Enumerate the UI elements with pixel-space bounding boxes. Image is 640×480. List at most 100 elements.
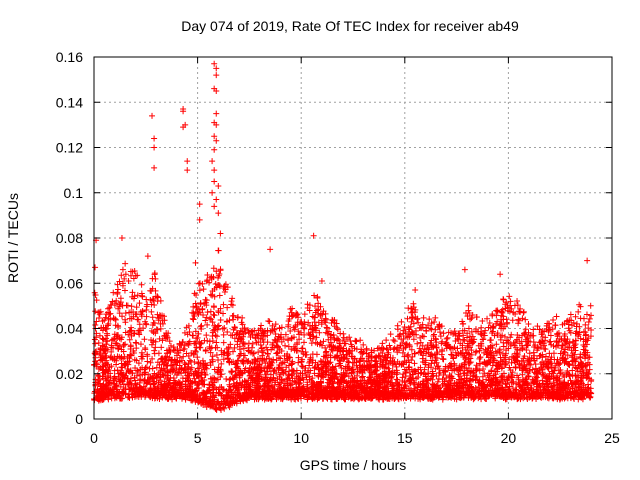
data-point	[395, 333, 402, 340]
data-point	[95, 339, 102, 346]
data-point	[406, 389, 413, 396]
data-point	[143, 313, 150, 320]
data-point	[224, 304, 231, 311]
data-point	[587, 394, 594, 401]
data-point	[144, 358, 151, 365]
data-point	[425, 395, 432, 402]
data-point	[394, 380, 401, 387]
data-point	[159, 312, 166, 319]
data-point	[104, 332, 111, 339]
data-point	[399, 374, 406, 381]
data-point	[194, 309, 201, 316]
data-point	[560, 393, 567, 400]
data-point	[270, 385, 277, 392]
data-point	[335, 336, 342, 343]
data-point	[122, 260, 129, 267]
data-point	[303, 391, 310, 398]
data-point	[585, 318, 592, 325]
data-point	[313, 391, 320, 398]
data-point	[249, 350, 256, 357]
data-point	[476, 393, 483, 400]
data-point	[152, 385, 159, 392]
data-point	[368, 383, 375, 390]
data-point	[345, 363, 352, 370]
data-point	[269, 322, 276, 329]
data-point	[419, 324, 426, 331]
data-point	[293, 312, 300, 319]
data-point	[299, 345, 306, 352]
data-point	[279, 366, 286, 373]
data-point	[181, 364, 188, 371]
data-point	[430, 332, 437, 339]
data-point	[406, 378, 413, 385]
data-point	[344, 384, 351, 391]
data-point	[363, 346, 370, 353]
data-point	[217, 317, 224, 324]
data-point	[118, 272, 125, 279]
data-point	[335, 346, 342, 353]
data-point	[577, 303, 584, 310]
data-point	[133, 304, 140, 311]
data-point	[240, 333, 247, 340]
data-point	[425, 349, 432, 356]
data-point	[241, 367, 248, 374]
data-point	[532, 361, 539, 368]
data-point	[577, 335, 584, 342]
data-point	[189, 332, 196, 339]
data-point	[99, 318, 106, 325]
data-point	[391, 395, 398, 402]
data-point	[329, 370, 336, 377]
data-point	[571, 396, 578, 402]
data-point	[116, 378, 123, 385]
data-point	[263, 378, 270, 385]
data-point	[245, 340, 252, 347]
data-point	[340, 369, 347, 376]
data-point	[122, 391, 129, 398]
data-point	[325, 359, 332, 366]
data-point	[300, 350, 307, 357]
data-point	[299, 363, 306, 370]
data-point	[404, 334, 411, 341]
data-point	[405, 351, 412, 358]
data-point	[114, 286, 121, 293]
data-point	[162, 354, 169, 361]
data-point	[482, 327, 489, 334]
data-point	[154, 326, 161, 333]
data-point	[120, 348, 127, 355]
data-point	[189, 379, 196, 386]
data-point	[92, 348, 99, 355]
data-point	[375, 353, 382, 360]
data-point	[468, 337, 475, 344]
data-point	[216, 283, 223, 290]
data-point	[214, 368, 221, 375]
data-point	[401, 323, 408, 330]
data-point	[220, 310, 227, 317]
data-point	[121, 374, 128, 381]
data-point	[583, 311, 590, 318]
data-point	[240, 394, 247, 401]
data-point	[285, 323, 292, 330]
data-point	[410, 320, 417, 327]
data-point	[308, 340, 315, 347]
data-point	[371, 355, 378, 362]
data-point	[338, 365, 345, 372]
data-point	[465, 394, 472, 401]
data-point	[368, 369, 375, 376]
data-point	[439, 338, 446, 345]
data-point	[319, 371, 326, 378]
data-point	[362, 395, 369, 402]
data-point	[184, 363, 191, 370]
data-point	[421, 366, 428, 373]
data-point	[216, 292, 223, 299]
data-point	[330, 389, 337, 396]
data-point	[395, 381, 402, 388]
data-point	[390, 337, 397, 344]
data-point	[132, 380, 139, 387]
data-point	[524, 342, 531, 349]
data-point	[281, 359, 288, 366]
data-point	[494, 349, 501, 356]
data-point	[256, 390, 263, 397]
data-point	[218, 347, 225, 354]
data-point	[182, 369, 189, 376]
